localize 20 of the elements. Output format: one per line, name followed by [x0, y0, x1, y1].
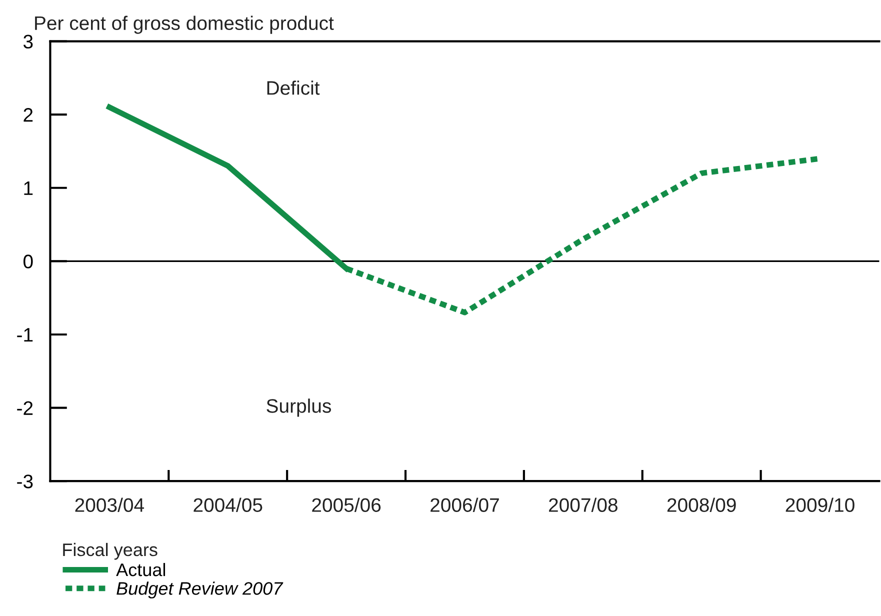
legend-label: Actual	[116, 562, 166, 576]
y-tick-label: -3	[17, 474, 33, 488]
y-tick-label: -2	[17, 401, 33, 415]
x-tick-label: 2006/07	[430, 498, 499, 512]
y-tick-label: 1	[24, 182, 33, 195]
x-tick-label: 2007/08	[549, 498, 618, 512]
annotation: Deficit	[267, 80, 320, 95]
x-tick-label: 2008/09	[667, 498, 736, 512]
y-tick-label: 3	[23, 34, 33, 49]
y-tick-label: -1	[17, 328, 33, 342]
x-axis-title: Fiscal years	[63, 542, 158, 560]
x-tick-label: 2009/10	[786, 498, 854, 512]
y-axis-title: Per cent of gross domestic product	[35, 16, 334, 34]
x-tick-label: 2005/06	[312, 498, 381, 512]
y-tick-label: 2	[24, 108, 33, 122]
x-tick-label: 2003/04	[75, 498, 144, 512]
x-tick-label: 2004/05	[194, 498, 262, 512]
y-tick-label: 0	[23, 254, 33, 268]
legend-label: Budget Review 2007	[116, 582, 284, 598]
annotation: Surplus	[266, 398, 331, 417]
